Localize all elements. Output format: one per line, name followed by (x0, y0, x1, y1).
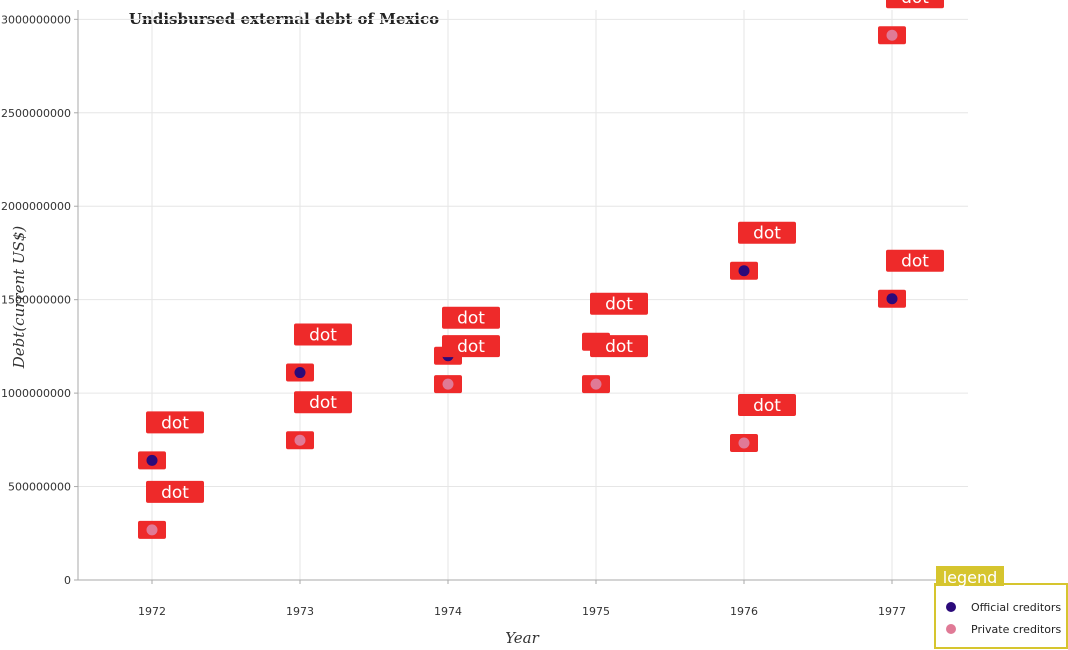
point-label: dot (161, 413, 189, 433)
point-label-badge (590, 335, 648, 358)
point-label: dot (901, 252, 929, 272)
data-points: dot dot dot dot dot dot dot dot dot dot dot dot (138, 0, 944, 539)
y-tick-label: 2000000000 (1, 200, 71, 213)
point-marker (146, 524, 158, 536)
y-tick-label: 2500000000 (1, 107, 71, 120)
x-axis-title: Year (505, 629, 539, 647)
point-label-badge (442, 335, 500, 358)
legend-title: legend (943, 568, 998, 587)
point-label-badge (590, 292, 648, 315)
point-label-badge (146, 480, 204, 503)
point-marker (590, 378, 602, 390)
point-label: dot (901, 0, 929, 8)
point-label: dot (753, 396, 781, 416)
point-label: dot (309, 326, 337, 346)
point-label: dot (457, 337, 485, 357)
point-label-badge (886, 0, 944, 9)
legend-label-private: Private creditors (971, 623, 1062, 636)
grid (78, 10, 968, 581)
point-marker (886, 29, 898, 41)
y-tick-label: 1500000000 (1, 294, 71, 307)
legend-marker-private (946, 624, 956, 634)
legend: legend Official creditors Private credit… (934, 566, 1068, 649)
legend-title-bg (936, 566, 1004, 586)
point-label-badge (294, 391, 352, 414)
point-label: dot (605, 295, 633, 315)
point-marker (442, 378, 454, 390)
x-tick-label: 1972 (138, 605, 166, 618)
x-tick-label: 1974 (434, 605, 462, 618)
point-label-badge (442, 306, 500, 329)
point-marker (738, 437, 750, 449)
x-tick-label: 1976 (730, 605, 758, 618)
x-tick-label: 1973 (286, 605, 314, 618)
point-label-badge (294, 323, 352, 346)
legend-marker-official (946, 602, 956, 612)
y-tick-labels: 0 500000000 1000000000 1500000000 2000000000… (1, 13, 78, 587)
point-marker (294, 367, 306, 379)
y-tick-label: 500000000 (8, 481, 71, 494)
point-label: dot (753, 224, 781, 244)
point-marker (886, 293, 898, 305)
legend-label-official: Official creditors (971, 601, 1061, 614)
point-label: dot (605, 337, 633, 357)
x-tick-label: 1977 (878, 605, 906, 618)
point-label-badge (146, 411, 204, 434)
y-tick-label: 3000000000 (1, 13, 71, 26)
x-tick-label: 1975 (582, 605, 610, 618)
y-tick-label: 0 (64, 574, 71, 587)
point-label: dot (309, 393, 337, 413)
axes (77, 10, 968, 581)
point-label-badge (738, 221, 796, 244)
point-label-badge (886, 249, 944, 272)
point-label-badge (738, 394, 796, 417)
legend-box (934, 583, 1068, 649)
point-label: dot (457, 309, 485, 329)
point-marker (738, 265, 750, 277)
y-tick-label: 1000000000 (1, 387, 71, 400)
y-axis-title: Debt(current US$) (10, 226, 28, 370)
x-tick-labels: 1972 1973 1974 1975 1976 1977 (138, 580, 906, 618)
point-marker (294, 434, 306, 446)
point-label: dot (161, 483, 189, 503)
point-marker (146, 454, 158, 466)
